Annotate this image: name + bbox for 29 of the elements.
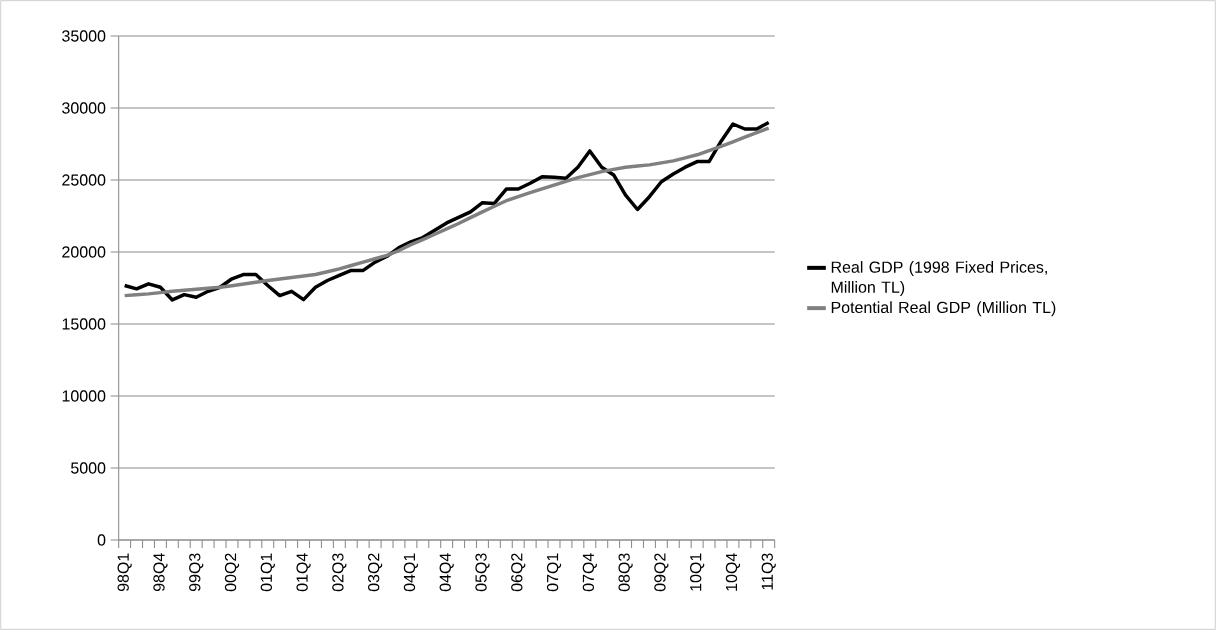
x-tick-label: 01Q4 [296, 553, 311, 592]
x-tick-label: 06Q2 [511, 553, 526, 592]
x-tick-label: 11Q3 [761, 553, 776, 590]
x-tick-label: 02Q3 [332, 553, 347, 592]
x-tick-label: 10Q1 [690, 553, 705, 591]
x-tick-label: 07Q4 [582, 553, 597, 592]
y-tick-label: 10000 [62, 390, 106, 402]
y-tick-label: 25000 [62, 174, 106, 186]
x-tick-label: 07Q1 [546, 553, 562, 592]
y-tick-label: 30000 [62, 102, 106, 114]
x-tick-label: 08Q3 [618, 553, 633, 592]
x-tick-label: 01Q1 [260, 553, 275, 592]
y-tick-label: 15000 [62, 318, 106, 330]
legend-label: Real GDP (1998 Fixed Prices, Million TL) [831, 261, 1047, 296]
x-tick-label: 98Q1 [117, 553, 132, 592]
x-tick-label: 98Q4 [153, 553, 168, 592]
x-tick-label: 09Q2 [654, 553, 669, 592]
y-tick-label: 5000 [71, 462, 106, 474]
legend-label: Potential Real GDP (Million TL) [831, 301, 1056, 317]
y-tick-label: 35000 [62, 30, 106, 42]
x-tick-label: 04Q1 [403, 553, 418, 592]
x-tick-label: 03Q2 [368, 553, 383, 592]
x-tick-label: 00Q2 [224, 553, 240, 592]
y-tick-label: 0 [97, 534, 106, 546]
x-tick-label: 10Q4 [725, 553, 741, 591]
x-tick-label: 05Q3 [475, 553, 490, 592]
y-tick-label: 20000 [62, 246, 106, 258]
x-tick-label: 04Q4 [439, 553, 454, 592]
x-tick-label: 99Q3 [189, 553, 204, 592]
